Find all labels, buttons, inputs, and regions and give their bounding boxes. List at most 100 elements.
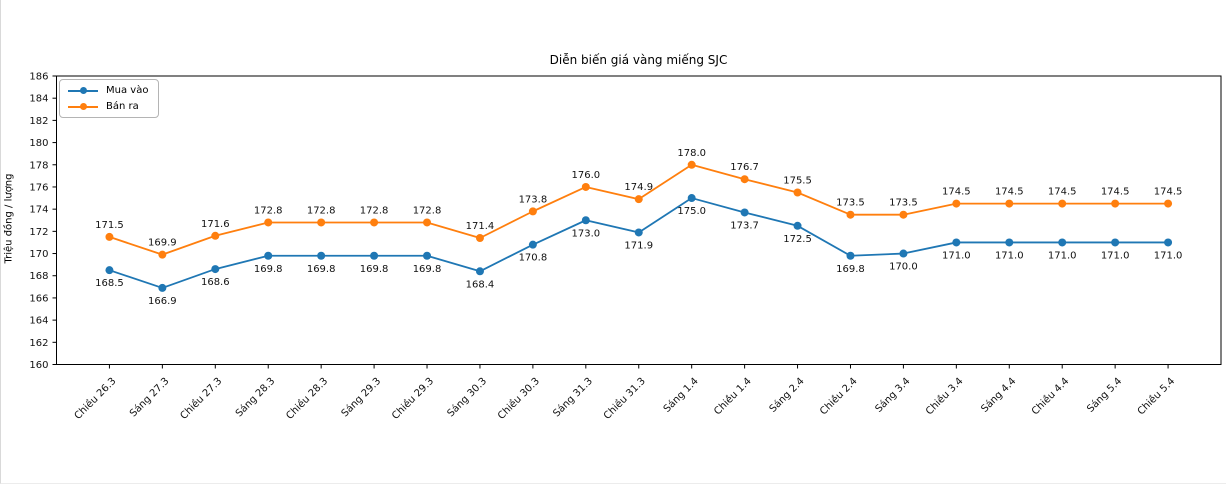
y-tick-label: 162 [29,338,48,349]
data-point-marker [846,251,855,260]
data-label: 174.9 [624,182,653,193]
legend: Mua vào Bán ra [59,79,160,118]
data-point-marker [952,199,961,208]
data-point-marker [317,251,326,260]
data-label: 173.5 [836,198,865,209]
data-point-marker [528,207,537,216]
data-label: 176.7 [730,162,759,173]
plot-border [56,75,1222,365]
x-tick-label: Chiều 2.4 [817,375,859,417]
y-tick-label: 172 [29,227,48,238]
y-tick-label: 178 [29,160,48,171]
data-point-marker [264,251,273,260]
data-label: 168.6 [201,277,230,288]
data-point-marker [211,265,220,274]
data-label: 171.0 [995,250,1024,261]
data-point-marker [793,188,802,197]
data-point-marker [634,195,643,204]
data-label: 172.8 [254,205,283,216]
x-tick-label: Sáng 31.3 [551,375,595,419]
x-tick-label: Sáng 28.3 [233,375,277,419]
x-tick-label: Sáng 2.4 [767,375,807,415]
data-label: 171.9 [624,240,653,251]
data-point-marker [687,160,696,169]
x-tick-label: Chiều 31.3 [601,375,648,422]
data-point-marker [793,221,802,230]
x-tick-label: Sáng 29.3 [339,375,383,419]
data-point-marker [952,238,961,247]
data-label: 173.0 [571,228,600,239]
data-point-marker [1111,199,1120,208]
x-tick-label: Chiều 30.3 [495,375,542,422]
data-point-marker [899,249,908,258]
data-point-marker [581,182,590,191]
data-label: 174.5 [942,187,971,198]
data-point-marker [1005,238,1014,247]
data-label: 168.5 [95,278,124,289]
data-point-marker [1164,199,1173,208]
data-label: 171.0 [1048,250,1077,261]
x-tick-label: Sáng 5.4 [1084,375,1124,415]
data-label: 172.8 [360,205,389,216]
data-label: 171.5 [95,220,124,231]
data-point-marker [423,218,432,227]
data-point-marker [370,218,379,227]
x-tick-label: Sáng 30.3 [445,375,489,419]
x-tick-label: Chiều 26.3 [72,375,119,422]
data-label: 176.0 [571,170,600,181]
data-point-marker [158,283,167,292]
data-point-marker [846,210,855,219]
data-label: 171.0 [1101,250,1130,261]
x-tick-label: Sáng 4.4 [979,375,1019,415]
data-label: 174.5 [995,187,1024,198]
y-tick-label: 168 [29,271,48,282]
legend-item-ban-ra: Bán ra [68,101,148,112]
x-tick-label: Chiều 5.4 [1135,375,1177,417]
data-label: 173.8 [519,194,548,205]
data-label: 169.8 [836,264,865,275]
data-point-marker [634,228,643,237]
data-point-marker [158,250,167,259]
data-label: 170.0 [889,262,918,273]
data-label: 169.8 [413,264,442,275]
x-tick-label: Chiều 27.3 [178,375,225,422]
y-tick-label: 164 [29,316,48,327]
data-label: 169.8 [307,264,336,275]
data-point-marker [1111,238,1120,247]
y-tick-label: 182 [29,116,48,127]
data-label: 166.9 [148,296,177,307]
data-label: 169.8 [360,264,389,275]
data-point-marker [740,175,749,184]
data-label: 175.5 [783,176,812,187]
data-point-marker [740,208,749,217]
data-label: 170.8 [519,253,548,264]
data-label: 169.8 [254,264,283,275]
data-label: 169.9 [148,238,177,249]
data-label: 171.6 [201,219,230,230]
data-label: 171.0 [1154,250,1183,261]
legend-label: Bán ra [106,101,139,112]
chart-title: Diễn biến giá vàng miếng SJC [549,53,728,67]
x-tick-label: Sáng 1.4 [661,375,701,415]
data-label: 174.5 [1048,187,1077,198]
data-point-marker [899,210,908,219]
data-point-marker [475,234,484,243]
data-point-marker [475,267,484,276]
y-tick-label: 180 [29,138,48,149]
x-tick-label: Chiều 3.4 [923,375,965,417]
data-label: 173.5 [889,198,918,209]
x-tick-label: Sáng 3.4 [873,375,913,415]
legend-line-marker-icon [68,102,98,111]
data-point-marker [105,266,114,275]
y-tick-label: 160 [29,360,48,371]
y-tick-label: 176 [29,182,48,193]
y-tick-label: 170 [29,249,48,260]
data-label: 172.5 [783,234,812,245]
x-tick-label: Chiều 1.4 [712,375,754,417]
data-point-marker [581,216,590,225]
legend-line-marker-icon [68,86,98,95]
data-label: 173.7 [730,220,759,231]
data-point-marker [1005,199,1014,208]
data-label: 172.8 [307,205,336,216]
